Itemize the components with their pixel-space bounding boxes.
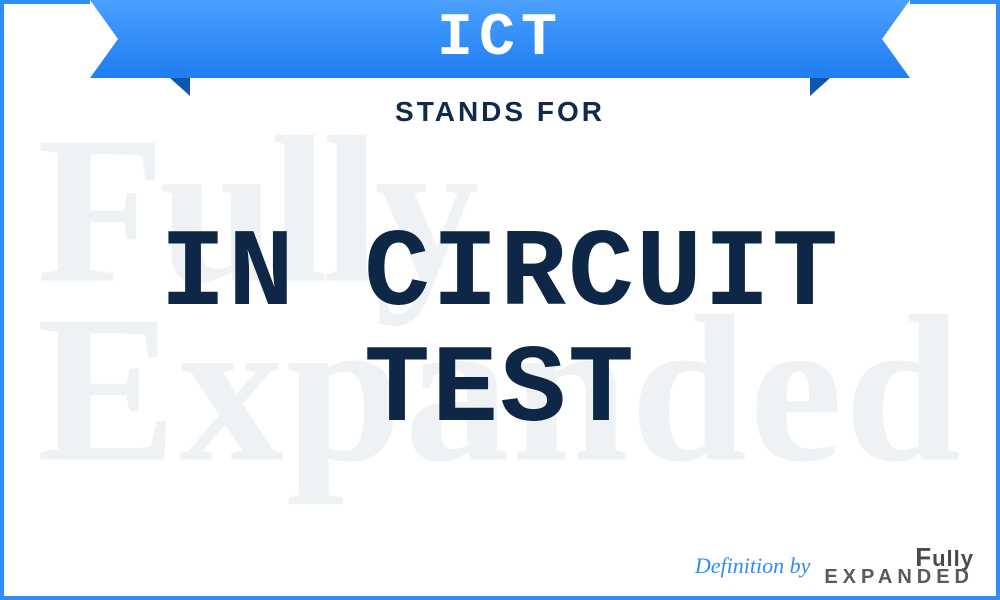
ribbon-fold-right xyxy=(810,78,830,96)
stands-for-label: STANDS FOR xyxy=(4,96,996,128)
ribbon-fold-left xyxy=(170,78,190,96)
definition-line1: IN CIRCUIT xyxy=(4,218,996,334)
ribbon-notch-left xyxy=(90,0,118,78)
definition-card: Fully Expanded ICT STANDS FOR IN CIRCUIT… xyxy=(0,0,1000,600)
footer: Definition by Fully EXPANDED xyxy=(695,546,974,586)
definition-text: IN CIRCUIT TEST xyxy=(4,218,996,449)
definition-by-label: Definition by xyxy=(695,553,810,579)
fully-expanded-logo: Fully EXPANDED xyxy=(824,546,974,586)
logo-line2: EXPANDED xyxy=(824,569,974,586)
abbreviation: ICT xyxy=(437,5,563,73)
ribbon-notch-right xyxy=(882,0,910,78)
ribbon-banner: ICT xyxy=(4,0,996,78)
definition-line2: TEST xyxy=(4,334,996,450)
ribbon-center: ICT xyxy=(190,0,810,78)
